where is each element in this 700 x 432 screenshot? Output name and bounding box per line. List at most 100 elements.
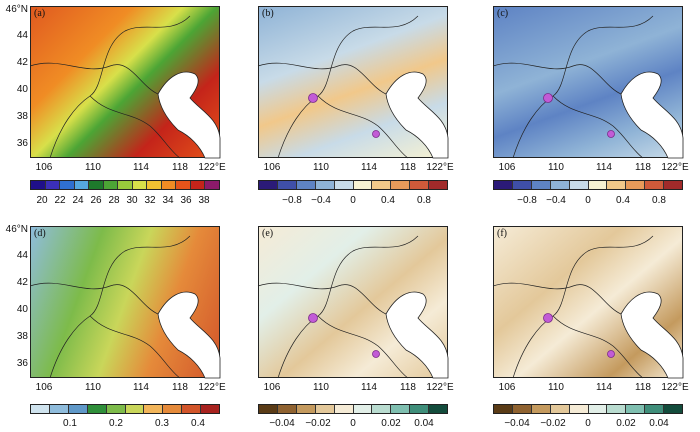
colorbar-swatch <box>182 405 202 413</box>
colorbar-label: 0 <box>585 195 591 206</box>
lon-tick: 110 <box>313 162 329 173</box>
boundary-line <box>89 95 181 159</box>
colorbar-swatch <box>277 405 297 413</box>
boundary-line <box>512 235 654 379</box>
colorbar-swatch <box>334 405 354 413</box>
colorbar-swatch <box>410 181 430 189</box>
lon-tick: 106 <box>263 162 281 173</box>
lat-tick: 42 <box>16 57 28 68</box>
colorbar-label: 36 <box>180 195 192 206</box>
lon-tick: 122°E <box>198 162 226 173</box>
sea-area <box>620 291 684 379</box>
site-marker <box>372 350 380 358</box>
panel-label-a: (a) <box>34 8 46 19</box>
colorbar-label: 24 <box>72 195 84 206</box>
colorbar-label: 0.8 <box>417 195 431 206</box>
colorbar-label: 0.2 <box>109 418 123 429</box>
site-marker <box>308 93 318 103</box>
colorbar-swatch <box>429 181 448 189</box>
lon-tick: 118 <box>172 162 188 173</box>
lon-tick: 106 <box>35 162 53 173</box>
colorbar-swatch <box>569 181 589 189</box>
lon-tick: 118 <box>172 382 188 393</box>
colorbar-swatch <box>296 405 316 413</box>
colorbar-label: 0.02 <box>381 418 401 429</box>
boundary-line <box>492 62 622 95</box>
lon-tick: 118 <box>635 162 651 173</box>
lat-tick: 38 <box>16 331 28 342</box>
colorbar-swatch <box>353 181 373 189</box>
colorbar-swatch <box>569 405 589 413</box>
colorbar-label: 0.4 <box>616 195 630 206</box>
lat-tick: 40 <box>16 304 28 315</box>
colorbar-swatch <box>49 405 69 413</box>
lon-tick: 118 <box>400 162 416 173</box>
colorbar-swatch <box>259 405 278 413</box>
sea-area <box>385 71 449 159</box>
colorbar-label: −0.02 <box>540 418 566 429</box>
colorbar-swatch <box>410 405 430 413</box>
colorbar-label: 32 <box>144 195 156 206</box>
boundary-line <box>257 62 387 95</box>
colorbar-swatch <box>391 181 411 189</box>
boundary-line <box>89 315 181 379</box>
colorbar-swatch <box>550 181 570 189</box>
colorbar-swatch <box>60 181 75 189</box>
colorbar-swatch <box>494 181 513 189</box>
boundary-line <box>29 62 159 95</box>
colorbar-swatch <box>125 405 145 413</box>
lon-tick: 110 <box>85 162 101 173</box>
colorbar-swatch <box>106 405 126 413</box>
lon-tick: 122°E <box>198 382 226 393</box>
lon-tick: 122°E <box>426 382 454 393</box>
lon-tick: 106 <box>35 382 53 393</box>
boundary-line <box>29 282 159 315</box>
boundary-line <box>317 95 409 159</box>
colorbar-label: 38 <box>198 195 210 206</box>
colorbar-swatch <box>607 181 627 189</box>
colorbar-label: 0 <box>585 418 591 429</box>
lon-tick: 114 <box>596 382 612 393</box>
boundary-line <box>49 15 191 159</box>
boundary-line <box>49 235 191 379</box>
colorbar-swatch <box>45 181 61 189</box>
colorbar-swatch <box>372 405 392 413</box>
colorbar-swatch <box>353 405 373 413</box>
colorbar-label: 30 <box>126 195 138 206</box>
colorbar-label: 28 <box>108 195 120 206</box>
panel-label-b: (b) <box>262 8 274 19</box>
colorbar-label: 0.1 <box>63 418 77 429</box>
panel-label-c: (c) <box>497 8 509 19</box>
lon-tick: 114 <box>596 162 612 173</box>
colorbar-swatch <box>391 405 411 413</box>
colorbar-label: −0.02 <box>305 418 331 429</box>
lat-tick: 46°N <box>5 224 28 235</box>
colorbar-label: 0.4 <box>381 195 395 206</box>
colorbar-swatch <box>550 405 570 413</box>
colorbar-label: 0.02 <box>616 418 636 429</box>
colorbar-label: 34 <box>162 195 174 206</box>
lon-tick: 106 <box>498 382 516 393</box>
colorbar-swatch <box>645 181 665 189</box>
lat-tick: 38 <box>16 111 28 122</box>
colorbar-swatch <box>531 181 551 189</box>
colorbar-label: −0.04 <box>504 418 530 429</box>
colorbar-swatch <box>277 181 297 189</box>
colorbar-label: 0.4 <box>191 418 205 429</box>
colorbar-label: 0.8 <box>652 195 666 206</box>
site-marker <box>543 93 553 103</box>
site-marker <box>308 313 318 323</box>
sea-area <box>157 71 221 159</box>
colorbar-swatch <box>144 405 164 413</box>
site-marker <box>607 350 615 358</box>
lat-tick: 40 <box>16 84 28 95</box>
colorbar-label: −0.04 <box>269 418 295 429</box>
lon-tick: 118 <box>400 382 416 393</box>
colorbar-swatch <box>588 181 608 189</box>
lat-tick: 44 <box>16 250 28 261</box>
colorbar-swatch <box>626 181 646 189</box>
colorbar-swatch <box>334 181 354 189</box>
colorbar-swatch <box>118 181 133 189</box>
boundary-line <box>552 95 644 159</box>
colorbar-c <box>493 180 683 190</box>
